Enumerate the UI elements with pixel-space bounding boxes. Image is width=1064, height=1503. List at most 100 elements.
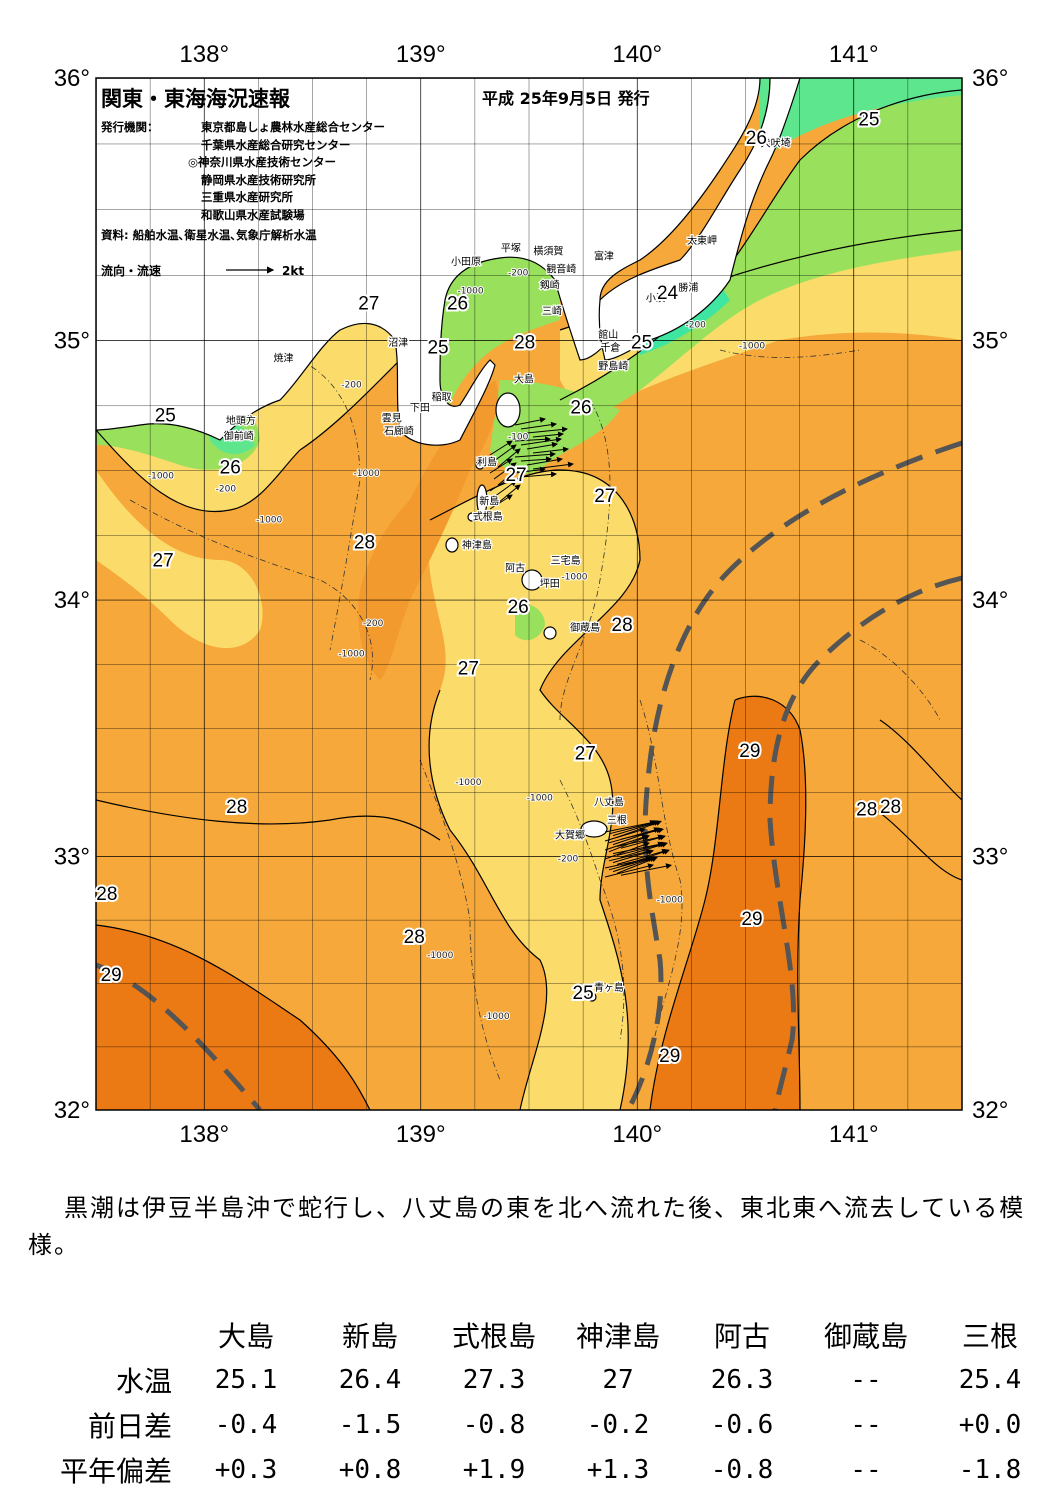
depth-contour-label: -200 [341,381,362,391]
table-cell: 27.3 [462,1364,526,1395]
place-label: 三根 [607,813,627,826]
depth-contour-label: -1000 [354,469,380,479]
depth-contour-label: -100 [508,433,529,443]
table-cell: 25.4 [958,1364,1022,1395]
table-cell: -- [850,1364,882,1395]
isotherm-label: 28 [404,927,425,948]
issuer-item: 三重県水産研究所 [201,190,293,204]
place-label: 地頭方 [226,414,256,427]
isotherm-label: 27 [594,486,615,507]
place-label: 阿古 [505,562,525,575]
lat-tick-label: 32° [54,1097,90,1124]
place-label: 犬吠埼 [761,137,791,150]
place-label: 坪田 [540,577,560,590]
table-cell: 27 [602,1364,634,1395]
station-header: 阿古 [713,1319,770,1353]
isotherm-labels: 25 26 24 25 28 26 27 26 25 25 26 27 27 28 27 26 28 27 27 29… [94,108,903,1070]
isotherm-label: 25 [573,983,594,1004]
island-hachijojima [580,820,608,838]
isotherm-label: 27 [153,551,174,572]
current-arrow [526,426,568,434]
depth-contour-label: -200 [508,268,529,278]
table-cell: -- [850,1454,882,1485]
island-miyakejima [521,569,543,591]
issuers-label: 発行機関： [100,120,159,134]
lon-tick-label: 140° [612,1121,662,1148]
lon-ticks-bottom: 138° 139° 140° 141° [179,1121,878,1148]
lon-tick-label: 141° [829,41,879,68]
lat-tick-label: 33° [972,843,1008,870]
lon-tick-label: 138° [179,1121,229,1148]
summary-paragraph: 黒潮は伊豆半島沖で蛇行し、八丈島の東を北へ流れた後、東北東へ流去している模様。 [28,1194,1026,1259]
place-label: 焼津 [274,353,294,365]
depth-contour-label: -1000 [527,793,553,803]
current-arrow [489,440,513,456]
station-header: 御蔵島 [823,1319,908,1353]
table-cell: -1.5 [338,1409,402,1440]
current-arrow [520,456,552,463]
lon-tick-label: 140° [612,41,662,68]
depth-labels: -200 -1000 -200 -1000 -200 -200 -1000 -1000 -100… [147,267,766,1023]
place-label: 富津 [594,250,614,263]
place-label: 稲取 [432,392,452,404]
current-arrow [616,841,666,856]
observation-table: 大島 新島 式根島 神津島 阿古 御蔵島 三根 水温 25.1 26.4 27.… [22,1312,1052,1492]
table-cell: +0.3 [214,1454,278,1485]
depth-contour-label: -1000 [455,778,481,788]
lon-ticks-top: 138° 139° 140° 141° [179,41,878,68]
place-label: 太東岬 [687,234,717,247]
vector-legend-label: 流向・流速 [101,263,161,278]
sea-temperature-map: 138° 139° 140° 141° 138° 139° 140° 141° 36° 35°… [54,41,1009,1148]
table-cell: 26.4 [338,1364,402,1395]
zone-27-west-strip [96,470,263,649]
table-cell: +0.8 [338,1454,402,1485]
zone-29-kuroshio [650,696,806,1110]
row-label: 前日差 [87,1409,172,1443]
station-header: 神津島 [575,1319,660,1353]
island-mikurajima [543,626,557,640]
depth-contour-label: -200 [685,321,706,331]
depth-contour-label: -1000 [427,951,453,961]
current-arrow [497,466,521,486]
land [96,78,801,1002]
place-label: 大島 [514,372,534,385]
lat-tick-label: 33° [54,843,90,870]
table-cell: -0.8 [462,1409,526,1440]
place-label: 青ヶ島 [594,981,624,994]
summary-text: 黒潮は伊豆半島沖で蛇行し、八丈島の東を北へ流れた後、東北東へ流去している模様。 [28,1190,1038,1264]
station-header: 大島 [217,1319,274,1353]
current-arrow [604,856,652,869]
place-label: 沼津 [388,336,408,349]
isotherm-label: 27 [358,293,379,314]
station-header: 式根島 [451,1319,536,1353]
current-arrow [520,471,557,478]
place-label: 神津島 [462,538,492,551]
depth-contour-label: -1000 [338,650,364,660]
place-label: 式根島 [473,510,503,523]
place-label: 利島 [477,456,497,469]
depth-contour-label: -200 [216,484,237,494]
current-arrow [608,820,658,835]
land-boso [598,78,801,361]
place-label: 観音崎 [546,263,576,276]
isotherm-label: 27 [505,465,526,486]
place-label: 石廊崎 [384,424,414,437]
station-header: 三根 [961,1319,1018,1353]
map-title: 関東・東海海況速報 [101,87,291,111]
map-frame [95,77,963,1111]
issuer-item: ◎神奈川県水産技術センター [188,155,336,169]
lon-tick-label: 139° [396,1121,446,1148]
isotherm-label: 26 [447,293,468,314]
issue-date: 平成 25年9月5日 発行 [482,89,650,108]
table-header-row: 大島 新島 式根島 神津島 阿古 御蔵島 三根 [22,1312,1052,1357]
current-arrow [526,441,558,450]
isotherm-label: 28 [612,615,633,636]
isotherm-label: 27 [458,659,479,680]
isotherm-label: 28 [226,797,247,818]
place-label: 三宅島 [551,554,581,567]
table-cell: -- [850,1409,882,1440]
place-label: 館山 [598,328,618,341]
place-label: 三崎 [542,305,562,318]
table-row: 前日差 -0.4 -1.5 -0.8 -0.2 -0.6 -- +0.0 [22,1402,1052,1447]
place-label: 小湊 [646,291,666,304]
